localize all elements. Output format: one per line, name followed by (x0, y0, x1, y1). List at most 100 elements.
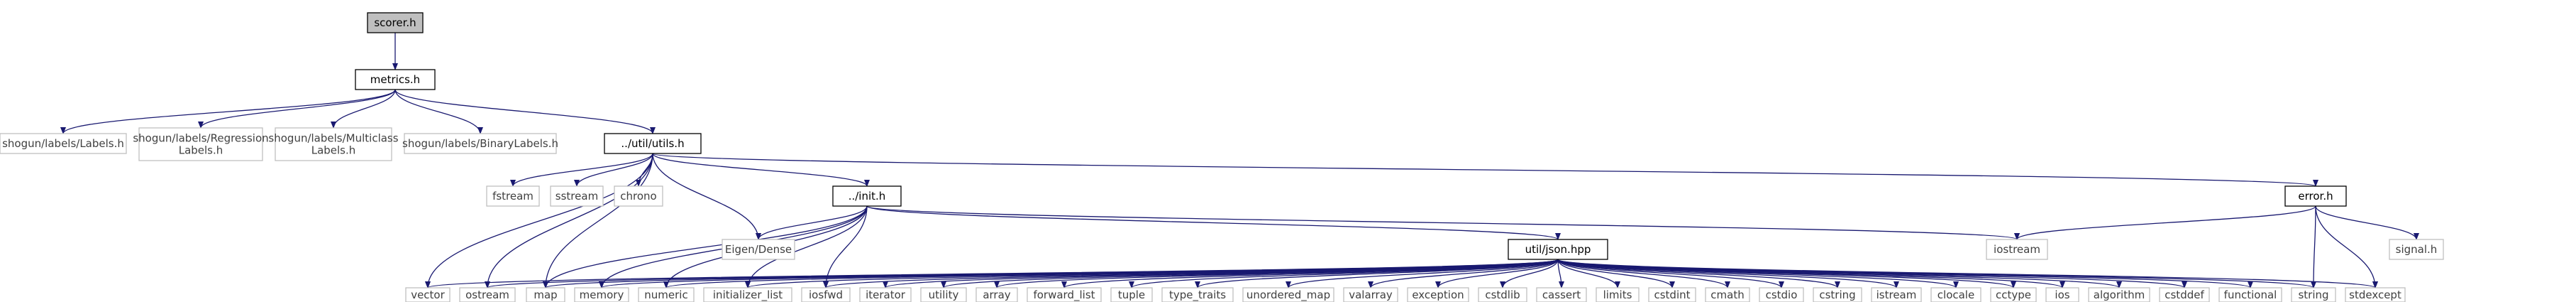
node-box (1705, 287, 1750, 302)
node-box (574, 287, 629, 302)
node-binary-labels-h: shogun/labels/BinaryLabels.h (402, 133, 558, 154)
node-label: ../init.h (848, 190, 886, 203)
node-label: array (983, 288, 1010, 301)
node-fstream: fstream (486, 185, 540, 207)
node-label: ostream (465, 288, 509, 301)
edge-json_hpp-to-type_traits (1195, 259, 1559, 288)
node-cstdlib: cstdlib (1478, 287, 1527, 302)
node-label: cctype (1996, 288, 2031, 301)
node-cstdint: cstdint (1648, 287, 1696, 302)
node-tuple: tuple (1110, 287, 1153, 302)
edge-json_hpp-to-limits (1557, 259, 1620, 288)
node-box (1027, 287, 1102, 302)
edge-utils_h-to-eigen_dense (652, 153, 761, 240)
node-box (1343, 287, 1398, 302)
node-box (355, 69, 436, 90)
node-label: fstream (492, 190, 534, 203)
node-map: map (526, 287, 565, 302)
node-label: Eigen/Dense (725, 243, 792, 256)
node-box (1508, 239, 1608, 260)
node-label: initializer_list (713, 288, 783, 302)
node-functional: functional (2218, 287, 2282, 302)
node-box (1407, 287, 1469, 302)
node-box (405, 287, 450, 302)
node-label: cstring (1819, 288, 1855, 301)
node-iterator: iterator (859, 287, 912, 302)
node-limits: limits (1596, 287, 1640, 302)
node-label: forward_list (1033, 288, 1095, 302)
node-scorer-h[interactable]: scorer.h (367, 12, 424, 33)
node-label: type_traits (1169, 288, 1226, 302)
node-cassert: cassert (1536, 287, 1587, 302)
node-label: exception (1412, 288, 1464, 301)
node-algorithm: algorithm (2088, 287, 2150, 302)
node-signal-h: signal.h (2389, 239, 2444, 260)
node-cstring: cstring (1813, 287, 1862, 302)
node-label: valarray (1349, 288, 1393, 301)
node-ostream: ostream (459, 287, 516, 302)
node-label: ../util/utils.h (621, 137, 684, 150)
node-box (404, 133, 557, 154)
node-label: cassert (1542, 288, 1581, 301)
node-utils-h[interactable]: ../util/utils.h (604, 133, 702, 154)
node-clocale: clocale (1930, 287, 1981, 302)
node-metrics-h[interactable]: metrics.h (355, 69, 436, 90)
node-label: algorithm (2094, 288, 2145, 301)
edge-json_hpp-to-cstdio (1557, 259, 1784, 288)
node-label: cstdlib (1485, 288, 1520, 301)
edge-json_hpp-to-cmath (1557, 259, 1730, 288)
node-label: shogun/labels/BinaryLabels.h (402, 137, 558, 150)
node-label: sstream (555, 190, 598, 203)
node-label: cmath (1710, 288, 1744, 301)
node-label: ios (2055, 288, 2069, 301)
edge-json_hpp-to-cstdint (1557, 259, 1675, 288)
node-box (614, 185, 663, 207)
node-label: functional (2224, 288, 2277, 301)
node-label: istream (1876, 288, 1917, 301)
node-eigen-dense: Eigen/Dense (722, 239, 795, 260)
edge-json_hpp-to-cstddef (1557, 259, 2187, 288)
node-label: vector (411, 288, 445, 301)
node-box (1596, 287, 1640, 302)
node-box (975, 287, 1018, 302)
node-cstddef: cstddef (2159, 287, 2210, 302)
node-label: numeric (644, 288, 687, 301)
node-box (1242, 287, 1334, 302)
node-box (138, 127, 263, 161)
node-box (2159, 287, 2210, 302)
edge-error_h-to-signal_h (2315, 205, 2419, 240)
edge-json_hpp-to-stdexcept (1557, 259, 2378, 288)
node-unordered-map: unordered_map (1242, 287, 1334, 302)
node-label: limits (1603, 288, 1632, 301)
node-box (2045, 287, 2079, 302)
node-label: shogun/labels/Multiclass (268, 132, 398, 145)
node-box (2284, 185, 2347, 207)
node-label: Labels.h (311, 144, 356, 157)
node-label: unordered_map (1246, 288, 1330, 302)
node-label: clocale (1937, 288, 1974, 301)
edge-init_h-to-initializer_list (745, 205, 868, 288)
edge-init_h-to-map (543, 205, 868, 288)
node-label: tuple (1118, 288, 1145, 301)
node-json-hpp[interactable]: util/json.hpp (1508, 239, 1608, 260)
node-box (275, 127, 392, 161)
node-init-h[interactable]: ../init.h (832, 185, 902, 207)
node-string: string (2291, 287, 2336, 302)
node-initializer-list: initializer_list (703, 287, 792, 302)
node-box (801, 287, 851, 302)
node-sstream: sstream (550, 185, 604, 207)
edge-utils_h-to-chrono (636, 153, 653, 187)
edge-json_hpp-to-cstring (1557, 259, 1840, 288)
node-label: memory (580, 288, 624, 301)
edge-metrics_h-to-multiclass_labels_h (331, 89, 396, 129)
edge-utils_h-to-sstream (574, 153, 653, 187)
node-label: cstdio (1766, 288, 1798, 301)
node-box (367, 12, 424, 33)
node-error-h[interactable]: error.h (2284, 185, 2347, 207)
node-box (1990, 287, 2037, 302)
nodes-layer: scorer.h metrics.h shogun/labels/Labels.h s… (0, 12, 2444, 302)
edge-metrics_h-to-utils_h (394, 89, 656, 134)
node-box (2291, 287, 2336, 302)
node-box (2389, 239, 2444, 260)
